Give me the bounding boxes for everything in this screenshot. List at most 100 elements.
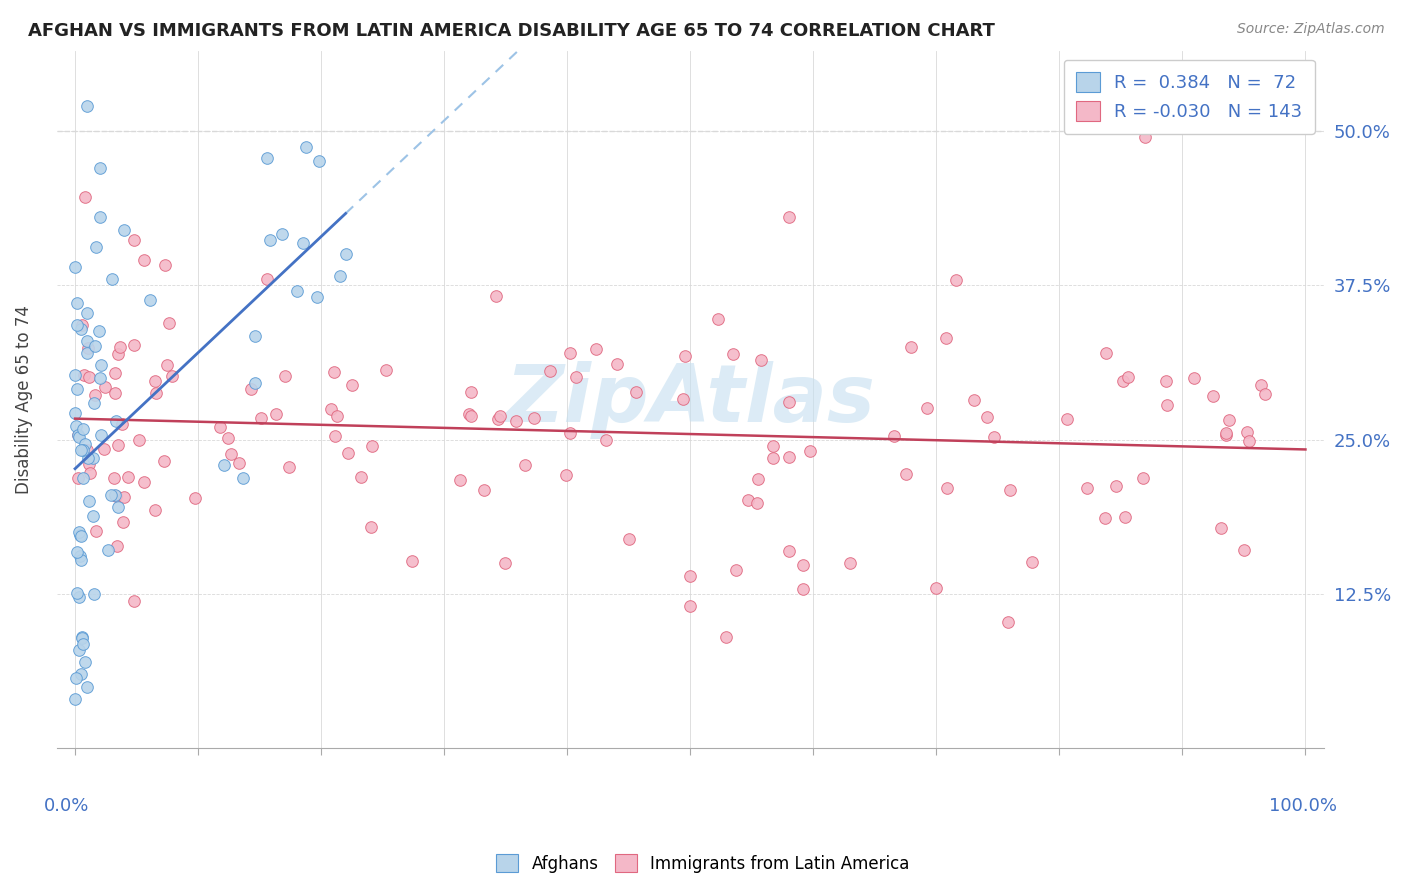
Point [308, 153, 330, 168]
Point [1218, 412, 1240, 426]
Point [672, 392, 695, 407]
Point [93, 442, 115, 457]
Point [83, 587, 105, 601]
Point [70, 321, 93, 335]
Point [107, 347, 129, 361]
Point [63, 260, 86, 274]
Point [104, 366, 127, 380]
Point [111, 515, 134, 529]
Point [558, 345, 581, 359]
Point [122, 593, 145, 607]
Point [76, 334, 98, 348]
Point [1112, 374, 1135, 388]
Point [460, 409, 482, 424]
Point [79, 467, 101, 481]
Point [273, 368, 295, 383]
Point [329, 268, 352, 283]
Point [723, 347, 745, 361]
Point [79, 457, 101, 471]
Point [513, 458, 536, 472]
Point [89, 324, 111, 338]
Point [291, 236, 314, 251]
Point [963, 393, 986, 408]
Point [69, 553, 91, 567]
Point [66, 428, 89, 442]
Point [494, 556, 516, 570]
Point [460, 385, 482, 400]
Point [1076, 481, 1098, 495]
Point [104, 385, 127, 400]
Point [945, 273, 967, 287]
Point [1135, 130, 1157, 145]
Point [84, 240, 107, 254]
Point [595, 434, 617, 448]
Point [538, 364, 561, 378]
Point [1215, 425, 1237, 440]
Point [67, 642, 90, 657]
Point [65, 671, 87, 685]
Point [935, 330, 957, 344]
Point [84, 387, 107, 401]
Text: 100.0%: 100.0% [1268, 797, 1337, 815]
Point [264, 407, 287, 421]
Point [70, 529, 93, 543]
Point [82, 509, 104, 524]
Point [134, 475, 156, 489]
Text: 0.0%: 0.0% [44, 797, 90, 815]
Point [585, 343, 607, 357]
Point [76, 99, 98, 113]
Point [1095, 346, 1118, 360]
Point [997, 615, 1019, 629]
Point [70, 667, 93, 681]
Point [554, 468, 576, 483]
Point [101, 272, 124, 286]
Point [72, 318, 94, 332]
Point [485, 289, 508, 303]
Point [983, 430, 1005, 444]
Point [747, 472, 769, 486]
Point [335, 247, 357, 261]
Point [69, 549, 91, 564]
Point [321, 401, 343, 416]
Point [153, 258, 176, 272]
Point [896, 467, 918, 482]
Point [65, 419, 87, 434]
Point [936, 481, 959, 495]
Point [72, 630, 94, 644]
Point [72, 471, 94, 485]
Point [117, 470, 139, 484]
Point [89, 211, 111, 225]
Point [72, 442, 94, 457]
Point [108, 340, 131, 354]
Point [679, 599, 702, 614]
Point [72, 422, 94, 436]
Point [679, 568, 702, 582]
Point [122, 233, 145, 247]
Point [143, 374, 166, 388]
Point [245, 376, 267, 390]
Point [67, 591, 90, 605]
Point [128, 433, 150, 447]
Point [762, 438, 785, 452]
Point [778, 211, 800, 225]
Point [76, 306, 98, 320]
Point [157, 316, 180, 330]
Point [489, 409, 512, 424]
Point [505, 414, 527, 428]
Point [134, 252, 156, 267]
Point [716, 630, 738, 644]
Point [77, 341, 100, 355]
Text: AFGHAN VS IMMIGRANTS FROM LATIN AMERICA DISABILITY AGE 65 TO 74 CORRELATION CHAR: AFGHAN VS IMMIGRANTS FROM LATIN AMERICA … [28, 22, 995, 40]
Point [208, 419, 231, 434]
Point [63, 692, 86, 706]
Point [1215, 428, 1237, 442]
Point [112, 490, 135, 504]
Point [762, 451, 785, 466]
Point [82, 451, 104, 466]
Point [350, 470, 373, 484]
Point [360, 519, 382, 533]
Point [76, 443, 98, 458]
Point [75, 437, 97, 451]
Point [67, 430, 90, 444]
Point [792, 558, 814, 572]
